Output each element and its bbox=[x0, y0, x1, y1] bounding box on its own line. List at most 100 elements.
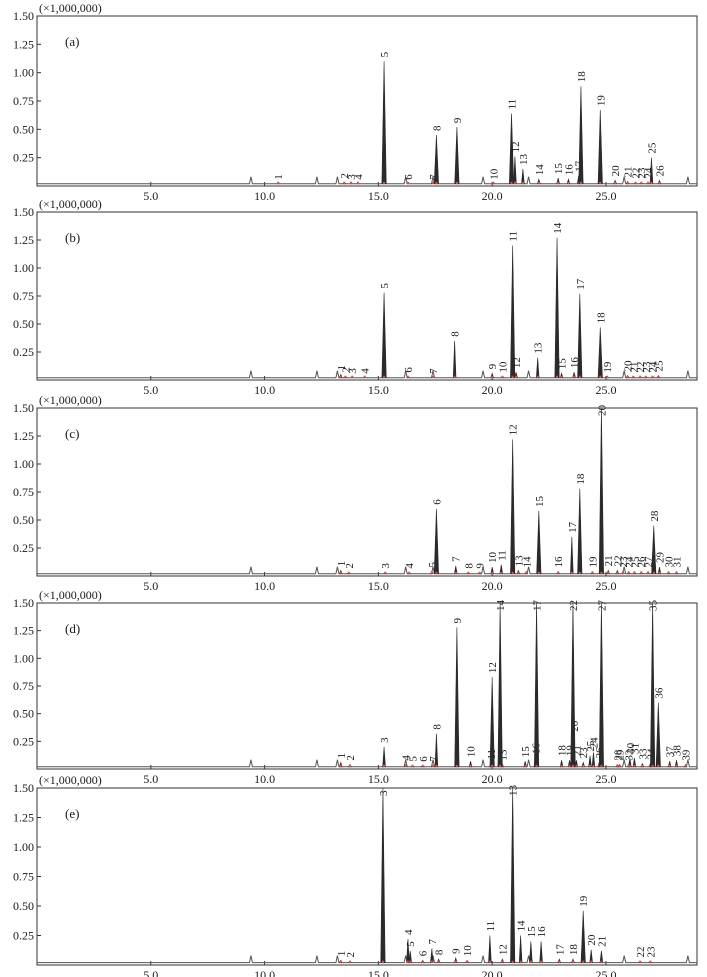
peak-marker bbox=[627, 571, 630, 575]
peak-marker bbox=[406, 960, 409, 964]
peak-label: 30 bbox=[664, 556, 676, 568]
peak-label: 18 bbox=[595, 312, 607, 324]
peak-marker bbox=[501, 375, 504, 379]
peak-label: 20 bbox=[569, 720, 581, 732]
peak-marker bbox=[651, 375, 654, 379]
peak-label: 2 bbox=[340, 367, 352, 373]
peak-label: 25 bbox=[646, 142, 658, 154]
peak-marker bbox=[649, 960, 652, 964]
x-tick-label: 20.0 bbox=[482, 383, 503, 397]
y-tick-label: 1.00 bbox=[13, 651, 34, 665]
peak-marker bbox=[432, 181, 434, 185]
peak-label: 17 bbox=[575, 278, 587, 290]
peak-label: 13 bbox=[518, 154, 530, 166]
peak-label: 32 bbox=[624, 750, 636, 761]
peak-14 bbox=[497, 602, 503, 768]
peak-marker bbox=[640, 571, 643, 575]
peak-label: 23 bbox=[641, 361, 653, 373]
peak-marker bbox=[430, 960, 433, 964]
peak-9 bbox=[454, 127, 460, 185]
panel-label: (a) bbox=[65, 34, 79, 49]
x-tick-label: 15.0 bbox=[368, 968, 389, 977]
peak-marker bbox=[356, 181, 359, 185]
peak-8 bbox=[434, 733, 439, 768]
peak-label: 7 bbox=[428, 368, 440, 374]
peak-label: 8 bbox=[431, 125, 443, 131]
peak-13 bbox=[510, 787, 516, 963]
peak-marker bbox=[488, 960, 491, 964]
peak-label: 31 bbox=[672, 557, 684, 568]
peak-marker bbox=[521, 181, 524, 185]
y-tick-label: 1.00 bbox=[13, 457, 34, 471]
peak-19 bbox=[580, 910, 586, 963]
peak-label: 5 bbox=[427, 562, 439, 568]
peak-label: 4 bbox=[401, 755, 413, 761]
peak-marker bbox=[406, 375, 409, 379]
peak-label: 24 bbox=[624, 556, 636, 568]
y-tick-label: 1.25 bbox=[13, 233, 34, 247]
peak-label: 12 bbox=[511, 357, 523, 368]
peak-label: 2 bbox=[344, 563, 356, 569]
peak-marker bbox=[535, 764, 538, 768]
peak-marker bbox=[616, 764, 619, 768]
x-tick-label: 25.0 bbox=[595, 579, 616, 593]
peak-label: 4 bbox=[353, 174, 365, 180]
peak-label: 13 bbox=[508, 785, 520, 797]
y-tick-label: 0.50 bbox=[13, 317, 34, 331]
peak-marker bbox=[582, 764, 585, 768]
peak-label: 20 bbox=[596, 405, 608, 417]
peak-marker bbox=[455, 181, 458, 185]
peak-label: 4 bbox=[360, 368, 372, 374]
peak-label: 8 bbox=[450, 331, 462, 337]
x-tick-label: 15.0 bbox=[368, 579, 389, 593]
peak-marker bbox=[339, 375, 342, 379]
baseline-trace bbox=[37, 370, 697, 379]
axis-multiplier-label: (×1,000,000) bbox=[39, 773, 102, 787]
peak-marker bbox=[573, 375, 576, 379]
peak-label: 9 bbox=[451, 948, 463, 954]
peak-5 bbox=[381, 61, 387, 185]
peak-marker bbox=[558, 960, 561, 964]
peak-marker bbox=[651, 764, 654, 768]
peak-label: 7 bbox=[428, 174, 440, 180]
x-tick-label: 10.0 bbox=[254, 968, 275, 977]
peak-marker bbox=[641, 764, 644, 768]
peak-marker bbox=[627, 764, 630, 768]
y-tick-label: 0.50 bbox=[13, 707, 34, 721]
peak-17 bbox=[570, 536, 574, 575]
y-tick-label: 1.00 bbox=[13, 840, 34, 854]
peak-marker bbox=[524, 764, 527, 768]
peak-marker bbox=[537, 571, 540, 575]
peak-label: 13 bbox=[533, 342, 545, 354]
peak-label: 3 bbox=[380, 563, 392, 569]
x-tick-label: 5.0 bbox=[143, 189, 158, 203]
peak-label: 21 bbox=[596, 936, 608, 947]
peak-marker bbox=[383, 375, 386, 379]
peak-8 bbox=[452, 340, 457, 379]
peak-marker bbox=[491, 375, 494, 379]
peak-3 bbox=[382, 746, 386, 768]
panel-label: (d) bbox=[65, 621, 80, 636]
peak-label: 26 bbox=[654, 165, 666, 177]
peak-marker bbox=[435, 571, 438, 575]
peak-label: 20 bbox=[610, 165, 622, 177]
x-tick-label: 5.0 bbox=[143, 383, 158, 397]
peak-label: 11 bbox=[508, 231, 520, 242]
y-tick-label: 0.25 bbox=[13, 151, 34, 165]
peak-label: 25 bbox=[585, 740, 597, 752]
peak-marker bbox=[592, 764, 595, 768]
peak-marker bbox=[571, 764, 574, 768]
peak-label: 11 bbox=[496, 550, 508, 561]
peak-marker bbox=[381, 960, 384, 964]
peak-label: 18 bbox=[557, 745, 569, 757]
panel-label: (e) bbox=[65, 806, 79, 821]
peak-marker bbox=[511, 375, 514, 379]
plot-frame bbox=[36, 211, 698, 381]
peak-marker bbox=[684, 764, 687, 768]
peak-label: 6 bbox=[418, 756, 430, 762]
peak-11 bbox=[488, 935, 492, 963]
peak-marker bbox=[455, 764, 458, 768]
peak-marker bbox=[435, 181, 438, 185]
peak-label: 11 bbox=[507, 99, 519, 110]
